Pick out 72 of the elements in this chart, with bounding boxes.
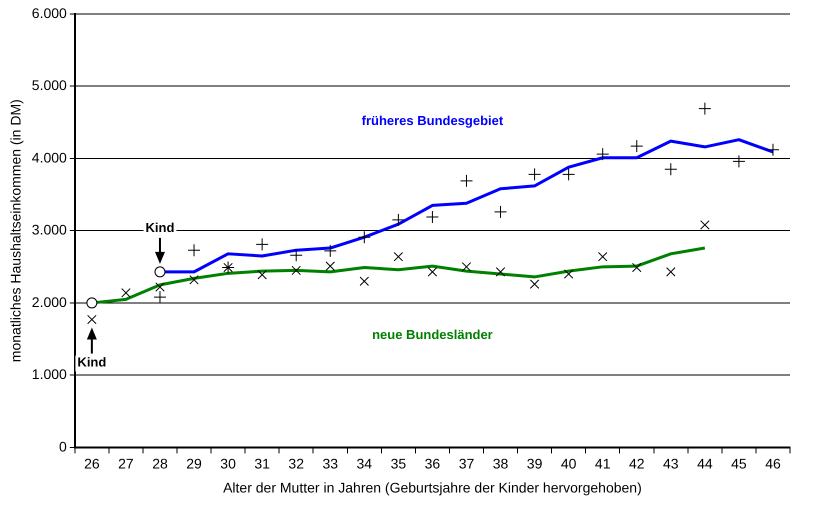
x-tick-label: 29 xyxy=(186,456,202,472)
annotation: Kind xyxy=(146,220,174,235)
point xyxy=(290,248,303,262)
point xyxy=(698,102,712,116)
point xyxy=(494,205,508,218)
point xyxy=(86,297,98,308)
x-tick-label: 37 xyxy=(458,456,474,472)
x-tick-label: 34 xyxy=(356,456,372,472)
point xyxy=(598,252,608,262)
x-tick-label: 41 xyxy=(594,456,611,472)
y-tick-label: 6.000 xyxy=(32,4,68,21)
x-tick-label: 30 xyxy=(220,456,236,472)
point xyxy=(564,269,574,279)
point xyxy=(632,262,642,272)
point xyxy=(596,148,610,161)
x-tick-label: 42 xyxy=(628,456,645,472)
point xyxy=(394,252,404,262)
x-tick-label: 33 xyxy=(322,456,338,472)
text: früheres Bundesgebiet xyxy=(362,112,504,128)
point xyxy=(153,290,166,304)
point xyxy=(154,266,166,278)
point xyxy=(256,238,269,251)
point xyxy=(360,276,370,286)
point xyxy=(189,275,199,285)
point xyxy=(358,230,371,244)
point xyxy=(460,174,473,188)
point xyxy=(630,140,644,153)
x-tick-label: 35 xyxy=(390,456,406,472)
point xyxy=(121,288,131,298)
point xyxy=(528,168,542,181)
point xyxy=(426,210,439,224)
x-tick-label: 31 xyxy=(254,456,270,472)
x-tick-label: 27 xyxy=(118,456,134,472)
annotation: Kind xyxy=(77,354,106,370)
point xyxy=(664,162,678,176)
point xyxy=(732,154,746,168)
point xyxy=(428,267,438,277)
y-tick-label: 2.000 xyxy=(32,294,68,310)
x-tick-label: 28 xyxy=(152,456,168,472)
point xyxy=(562,168,576,181)
y-tick-label: 4.000 xyxy=(32,149,68,166)
x-tick-label: 39 xyxy=(526,456,543,472)
point xyxy=(496,267,506,277)
y-tick-label: 5.000 xyxy=(32,77,68,94)
x-tick-label: 32 xyxy=(288,456,304,472)
y-tick-label: 0 xyxy=(59,438,68,454)
y-tick-label: 3.000 xyxy=(32,222,68,238)
point xyxy=(87,314,97,324)
point xyxy=(666,267,676,277)
text: neue Bundesländer xyxy=(372,327,493,342)
point xyxy=(324,244,337,258)
point xyxy=(392,213,405,226)
point xyxy=(188,244,201,257)
x-tick-label: 45 xyxy=(731,456,747,472)
point xyxy=(462,262,472,272)
point xyxy=(291,266,301,276)
x-tick-label: 43 xyxy=(663,456,679,472)
point xyxy=(257,270,267,280)
point xyxy=(530,279,540,289)
point xyxy=(766,143,780,156)
x-tick-label: 46 xyxy=(765,456,781,472)
point xyxy=(700,220,710,230)
x-tick-label: 44 xyxy=(697,456,713,472)
x-tick-label: 38 xyxy=(492,456,509,472)
y-tick-label: 1.000 xyxy=(32,366,68,382)
x-tick-label: 26 xyxy=(84,456,100,472)
y-axis-title: monatliches Haushaltseinkommen (in DM) xyxy=(7,99,24,362)
x-axis-title: Alter der Mutter in Jahren (Geburtsjahre der Kinder hervorgehoben) xyxy=(223,479,642,496)
x-tick-label: 36 xyxy=(424,456,440,472)
point xyxy=(326,261,335,271)
point xyxy=(155,282,165,292)
x-tick-label: 40 xyxy=(560,456,577,472)
